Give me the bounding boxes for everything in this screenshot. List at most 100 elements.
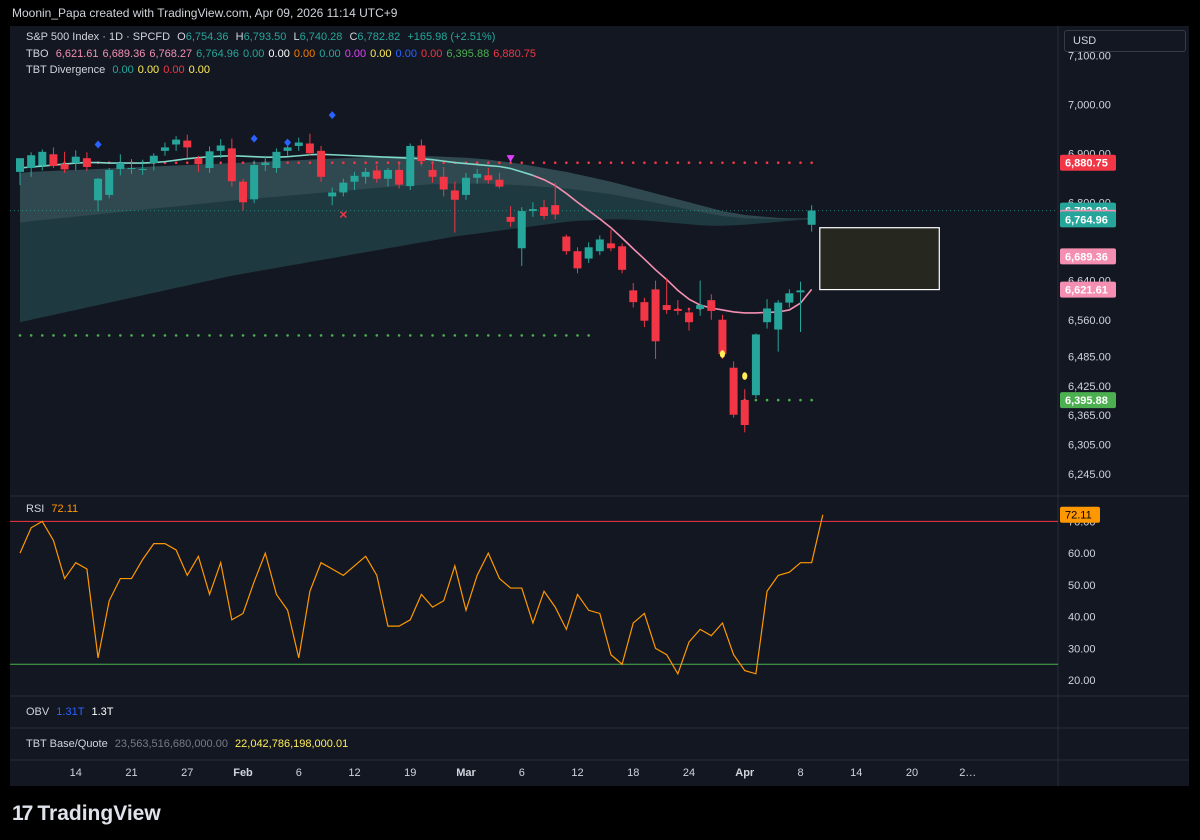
tradingview-brand: TradingView xyxy=(37,802,161,825)
candle-body xyxy=(462,177,470,195)
symbol-name: S&P 500 Index · 1D · SPCFD xyxy=(26,31,171,43)
candle-body xyxy=(428,169,437,177)
red-dot xyxy=(475,161,479,165)
green-dot xyxy=(576,334,579,337)
red-dot xyxy=(609,161,613,165)
price-label-box xyxy=(1060,281,1116,298)
candle-body xyxy=(172,139,181,145)
candle-body xyxy=(685,312,693,323)
green-dot xyxy=(765,398,769,402)
cloud-band xyxy=(20,156,812,323)
red-dot xyxy=(732,161,735,165)
time-tick-label: 14 xyxy=(850,767,862,779)
candle-body xyxy=(729,367,738,415)
candle-body xyxy=(49,154,58,167)
green-dot xyxy=(408,334,412,337)
rsi-value-text: 72.11 xyxy=(1065,510,1092,522)
green-dot xyxy=(386,334,390,337)
tbt-divergence-label: TBT Divergence xyxy=(26,64,106,76)
tbo-value: 6,689.36 xyxy=(102,48,146,60)
candle-body xyxy=(406,145,415,187)
tbt-divergence-legend: TBT Divergence 0.00 0.00 0.00 0.00 xyxy=(26,64,214,76)
chart-area[interactable]: 6,245.00 6,305.00 6,365.00 6,425.00 6,485.00… xyxy=(10,26,1189,786)
red-dot xyxy=(553,161,557,165)
time-tick-label: Mar xyxy=(456,767,476,779)
green-dot xyxy=(587,334,590,337)
red-dot xyxy=(498,161,501,165)
top-attribution-bar: Moonin_Papa created with TradingView.com… xyxy=(0,0,1200,26)
candle-body xyxy=(272,151,281,168)
rsi-value-box xyxy=(1060,506,1100,523)
candle-body xyxy=(227,148,236,182)
green-dot xyxy=(130,334,133,337)
candle-body xyxy=(796,290,805,293)
red-dot xyxy=(576,161,579,165)
green-dot xyxy=(185,334,189,337)
candle-body xyxy=(127,167,136,169)
green-dot xyxy=(353,334,356,337)
candle-body xyxy=(60,164,69,170)
candle-body xyxy=(138,168,147,170)
candle-body xyxy=(785,293,794,303)
time-tick-label: 2… xyxy=(959,767,976,779)
candle-body xyxy=(194,158,203,165)
red-dot xyxy=(765,161,769,165)
rsi-tick-label: 40.00 xyxy=(1068,612,1096,624)
rsi-tick-label: 60.00 xyxy=(1068,548,1096,560)
green-dot xyxy=(63,334,66,337)
red-dot xyxy=(776,161,780,165)
green-dot xyxy=(442,334,446,337)
time-tick-label: 14 xyxy=(70,767,82,779)
tbo-value: 6,768.27 xyxy=(149,48,193,60)
chart-canvas[interactable]: 6,245.00 6,305.00 6,365.00 6,425.00 6,485.00… xyxy=(10,26,1189,786)
tbo-value: 0.00 xyxy=(420,48,443,60)
tbt-quote-value: 22,042,786,198,000.01 xyxy=(235,738,349,750)
red-dot xyxy=(743,161,747,165)
green-dot xyxy=(364,334,367,337)
green-dot xyxy=(107,334,111,337)
currency-selector[interactable]: USD xyxy=(1064,30,1186,52)
diamond-marker xyxy=(328,111,336,120)
green-dot xyxy=(520,334,524,337)
price-label-box xyxy=(1060,248,1116,265)
green-dot xyxy=(141,334,144,337)
price-label-box xyxy=(1060,154,1116,171)
red-dot xyxy=(799,161,802,165)
diamond-marker xyxy=(284,138,292,147)
price-tick-label: 6,245.00 xyxy=(1068,469,1111,481)
green-dot xyxy=(375,334,379,337)
rsi-tick-label: 30.00 xyxy=(1068,643,1096,655)
time-tick-label: 20 xyxy=(906,767,918,779)
candle-body xyxy=(506,216,515,222)
ohlc-open: O6,754.36 xyxy=(177,31,229,43)
tbo-value: 0.00 xyxy=(293,48,316,60)
candle-body xyxy=(305,143,314,154)
green-dot xyxy=(297,334,301,337)
obv-value-1: 1.31T xyxy=(56,706,85,718)
candle-body xyxy=(540,207,549,216)
red-dot xyxy=(654,161,657,165)
green-dot xyxy=(319,334,323,337)
candle-body xyxy=(283,147,292,151)
obv-value-2: 1.3T xyxy=(91,706,114,718)
rsi-label: RSI xyxy=(26,503,45,515)
green-dot xyxy=(342,334,345,337)
tbt-divergence-value: 0.00 xyxy=(112,64,134,76)
green-dot xyxy=(18,334,22,337)
rsi-legend: RSI 72.11 xyxy=(26,503,82,515)
green-dot xyxy=(487,334,490,337)
red-dot xyxy=(687,161,691,165)
red-dot xyxy=(598,161,602,165)
candle-body xyxy=(149,155,158,164)
red-dot xyxy=(241,161,245,165)
candle-body xyxy=(250,165,259,200)
tradingview-mark-icon: 17 xyxy=(12,802,33,825)
ohlc-close: C6,782.82 xyxy=(349,31,401,43)
tbo-value: 0.00 xyxy=(243,48,265,60)
green-dot xyxy=(174,334,178,337)
tbo-value: 0.00 xyxy=(395,48,417,60)
tbo-label: TBO xyxy=(26,48,49,60)
red-dot xyxy=(297,161,301,165)
price-label-box xyxy=(1060,392,1116,409)
red-dot xyxy=(698,161,702,165)
